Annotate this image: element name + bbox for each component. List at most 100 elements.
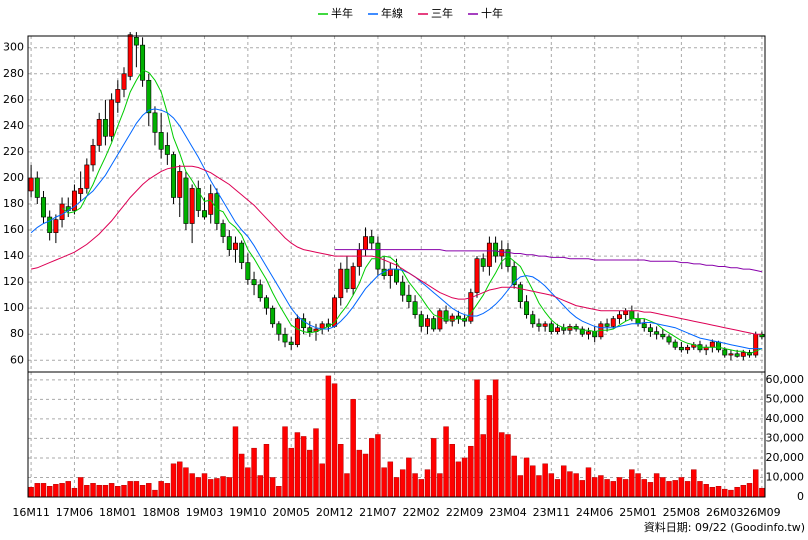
candle-body [121, 73, 127, 90]
candle-body [96, 119, 102, 146]
volume-bar [542, 463, 548, 498]
candle-body [666, 336, 672, 343]
candle-body [375, 242, 381, 270]
volume-bar [641, 479, 647, 498]
candle-body [356, 249, 362, 267]
y-tick-label: 280 [3, 67, 24, 80]
volume-bar [629, 469, 635, 498]
candle-body [158, 132, 164, 150]
candle-body [654, 331, 660, 335]
candle-body [233, 242, 238, 250]
y-tick-label: 60 [10, 353, 24, 366]
candle-body [449, 315, 455, 322]
candle-body [152, 112, 158, 133]
x-tick-label: 19M03 [186, 506, 224, 519]
candle-body [53, 219, 59, 233]
candle-body [716, 341, 722, 351]
volume-bar [660, 477, 666, 498]
candle-body [542, 323, 548, 327]
volume-bar [77, 477, 84, 498]
volume-bar [84, 485, 90, 498]
candle-body [517, 284, 523, 302]
volume-bar [276, 486, 282, 498]
candle-body [133, 37, 139, 46]
volume-bar [102, 485, 109, 498]
volume-bar [622, 479, 629, 498]
candle-body [709, 341, 715, 348]
candle-body [412, 301, 418, 315]
volume-bar [381, 467, 387, 498]
volume-bar [486, 395, 493, 498]
y-tick-label: 240 [3, 119, 24, 132]
volume-bar [430, 438, 437, 498]
candle-body [437, 310, 443, 330]
x-tick-label: 26M09 [743, 506, 781, 519]
volume-bar [598, 475, 604, 498]
volume-bar [28, 486, 34, 498]
candle-body [548, 323, 554, 332]
volume-bar [214, 478, 220, 498]
volume-bar [164, 483, 171, 498]
volume-bar [220, 476, 226, 498]
volume-bar [666, 481, 672, 498]
x-tick-label: 23M11 [533, 506, 571, 519]
candle-body [530, 314, 536, 325]
volume-bar [375, 434, 381, 498]
candle-body [127, 34, 133, 77]
volume-bar [300, 436, 307, 498]
candle-body [146, 79, 152, 114]
volume-bar [40, 483, 47, 498]
volume-frame [27, 371, 766, 498]
volume-bar [269, 477, 276, 498]
volume-bar [195, 477, 202, 498]
legend-label: 十年 [481, 6, 503, 20]
candle-body [164, 145, 170, 155]
candle-body [647, 327, 653, 332]
volume-bar [573, 473, 579, 498]
volume-bar [34, 483, 41, 498]
volume-bar [282, 426, 288, 498]
candle-body [59, 203, 65, 220]
volume-bar [418, 479, 425, 498]
volume-bar [653, 473, 660, 498]
x-tick-label: 24M06 [576, 506, 614, 519]
x-tick-label: 25M08 [663, 506, 701, 519]
volume-bar [189, 473, 195, 498]
candle-body [84, 164, 90, 189]
volume-bar [678, 477, 685, 498]
candle-body [47, 216, 53, 233]
candle-body [499, 249, 505, 257]
volume-bar [226, 477, 233, 498]
volume-bar [734, 486, 740, 498]
volume-bar [554, 479, 561, 498]
volume-bar [238, 453, 245, 498]
candle-body [722, 349, 728, 356]
volume-bar [480, 434, 486, 498]
volume-bar [492, 379, 499, 498]
volume-bar [591, 477, 598, 498]
volume-bar [368, 438, 375, 498]
volume-bar [331, 383, 338, 498]
candle-body [102, 119, 108, 137]
volume-bar [313, 428, 319, 498]
volume-bar [177, 461, 183, 498]
candle-body [468, 292, 474, 322]
volume-bar [468, 445, 474, 498]
candle-body [400, 281, 406, 296]
volume-bar [294, 432, 301, 498]
candle-body [202, 210, 207, 218]
volume-bar [505, 434, 511, 498]
y-tick-label: 200 [3, 171, 24, 184]
volume-bar [288, 447, 294, 498]
candle-body [418, 314, 424, 327]
candle-body [369, 236, 375, 244]
volume-bar [152, 489, 158, 498]
volume-bar [579, 480, 586, 498]
volume-bar [108, 483, 115, 498]
y2-tick-label: 50,000 [766, 392, 805, 405]
candle-body [245, 262, 251, 280]
legend-label: 半年 [331, 6, 353, 20]
ma-line [30, 108, 762, 350]
candle-body [350, 266, 356, 289]
volume-bar [344, 473, 350, 498]
